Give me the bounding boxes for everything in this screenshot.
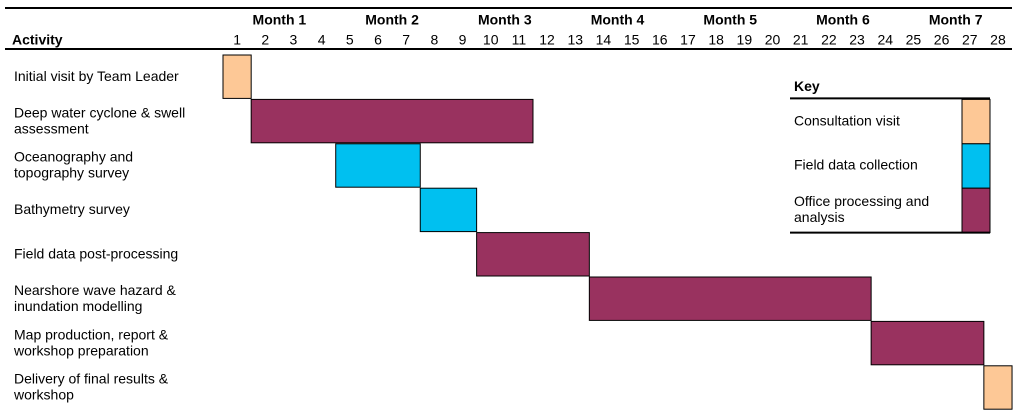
week-label: 11 bbox=[512, 32, 527, 48]
task-label: Field data post-processing bbox=[14, 246, 178, 262]
week-label: 4 bbox=[318, 32, 326, 48]
week-label: 12 bbox=[539, 32, 555, 48]
week-label: 24 bbox=[877, 32, 893, 48]
month-label: Month 6 bbox=[816, 12, 870, 28]
week-label: 27 bbox=[962, 32, 978, 48]
legend-label: Consultation visit bbox=[794, 112, 900, 128]
task-bar bbox=[870, 320, 985, 366]
week-label: 5 bbox=[346, 32, 354, 48]
task-label: topography survey bbox=[14, 165, 129, 181]
legend-label: Field data collection bbox=[794, 157, 918, 173]
legend-swatch bbox=[961, 98, 991, 145]
task-bar bbox=[983, 365, 1013, 410]
task-bar bbox=[222, 54, 252, 99]
month-label: Month 4 bbox=[591, 12, 645, 28]
legend-label: Office processing and bbox=[794, 193, 929, 209]
week-label: 28 bbox=[990, 32, 1006, 48]
task-label: Delivery of final results & bbox=[14, 371, 169, 387]
legend-swatch bbox=[961, 187, 991, 234]
task-bar bbox=[419, 187, 478, 233]
week-label: 10 bbox=[483, 32, 499, 48]
month-label: Month 7 bbox=[929, 12, 983, 28]
task-label: inundation modelling bbox=[14, 298, 142, 314]
month-label: Month 3 bbox=[478, 12, 532, 28]
legend-title: Key bbox=[794, 78, 820, 94]
month-label: Month 5 bbox=[703, 12, 757, 28]
week-label: 9 bbox=[459, 32, 467, 48]
task-label: Deep water cyclone & swell bbox=[14, 104, 185, 120]
task-label: assessment bbox=[14, 120, 89, 136]
week-label: 14 bbox=[596, 32, 612, 48]
task-label: workshop preparation bbox=[13, 342, 149, 358]
legend-label: analysis bbox=[794, 209, 845, 225]
task-bar bbox=[476, 232, 590, 277]
week-label: 15 bbox=[624, 32, 640, 48]
task-label: workshop bbox=[13, 387, 74, 403]
week-label: 21 bbox=[793, 32, 809, 48]
week-label: 3 bbox=[290, 32, 298, 48]
task-label: Initial visit by Team Leader bbox=[14, 68, 179, 84]
task-label: Map production, report & bbox=[14, 326, 169, 342]
task-label: Nearshore wave hazard & bbox=[14, 282, 177, 298]
week-label: 18 bbox=[708, 32, 724, 48]
axis-label: Activity bbox=[12, 32, 63, 48]
week-label: 23 bbox=[849, 32, 865, 48]
week-label: 25 bbox=[906, 32, 922, 48]
task-bar bbox=[588, 276, 872, 321]
task-bar bbox=[250, 98, 534, 144]
week-label: 19 bbox=[737, 32, 753, 48]
week-label: 22 bbox=[821, 32, 837, 48]
week-label: 7 bbox=[402, 32, 410, 48]
month-label: Month 2 bbox=[365, 12, 419, 28]
task-label: Bathymetry survey bbox=[14, 201, 130, 217]
task-label: Oceanography and bbox=[14, 149, 133, 165]
week-label: 8 bbox=[430, 32, 438, 48]
week-label: 20 bbox=[765, 32, 781, 48]
week-label: 13 bbox=[567, 32, 583, 48]
week-label: 6 bbox=[374, 32, 382, 48]
legend-swatch bbox=[961, 143, 991, 189]
week-label: 17 bbox=[680, 32, 696, 48]
month-label: Month 1 bbox=[253, 12, 307, 28]
task-bar bbox=[335, 143, 421, 188]
week-label: 2 bbox=[261, 32, 269, 48]
week-label: 16 bbox=[652, 32, 668, 48]
week-label: 26 bbox=[934, 32, 950, 48]
week-label: 1 bbox=[233, 32, 241, 48]
